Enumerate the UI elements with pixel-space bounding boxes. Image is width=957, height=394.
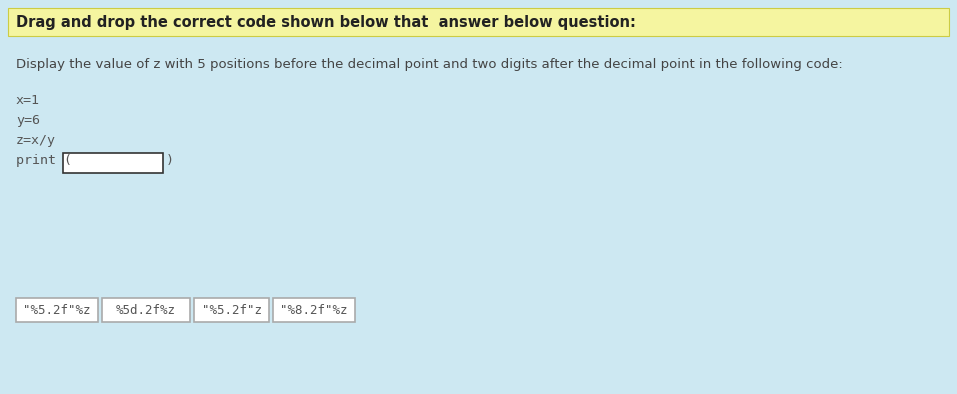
Text: Drag and drop the correct code shown below that  answer below question:: Drag and drop the correct code shown bel…	[16, 15, 635, 30]
Text: "%8.2f"%z: "%8.2f"%z	[280, 303, 347, 316]
Text: x=1: x=1	[16, 94, 40, 107]
FancyBboxPatch shape	[273, 298, 355, 322]
Text: y=6: y=6	[16, 114, 40, 127]
Text: %5d.2f%z: %5d.2f%z	[116, 303, 176, 316]
FancyBboxPatch shape	[63, 153, 163, 173]
Text: z=x/y: z=x/y	[16, 134, 56, 147]
FancyBboxPatch shape	[16, 298, 98, 322]
Text: "%5.2f"z: "%5.2f"z	[202, 303, 261, 316]
Text: ): )	[166, 154, 174, 167]
Text: Display the value of z with 5 positions before the decimal point and two digits : Display the value of z with 5 positions …	[16, 58, 843, 71]
Text: print (: print (	[16, 154, 72, 167]
Text: "%5.2f"%z: "%5.2f"%z	[23, 303, 91, 316]
FancyBboxPatch shape	[102, 298, 190, 322]
FancyBboxPatch shape	[8, 8, 949, 36]
FancyBboxPatch shape	[194, 298, 269, 322]
